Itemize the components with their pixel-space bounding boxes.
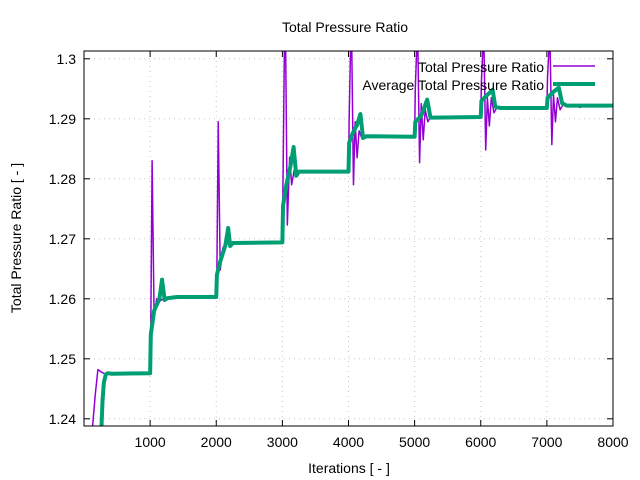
y-tick-label: 1.25 xyxy=(49,351,76,367)
x-tick-label: 3000 xyxy=(267,434,298,450)
series-layer xyxy=(91,51,613,426)
y-tick-label: 1.24 xyxy=(49,411,76,427)
y-tick-label: 1.27 xyxy=(49,231,76,247)
x-tick-label: 7000 xyxy=(531,434,562,450)
chart-title: Total Pressure Ratio xyxy=(282,19,408,35)
x-tick-label: 1000 xyxy=(135,434,166,450)
y-tick-label: 1.3 xyxy=(57,51,77,67)
x-tick-label: 4000 xyxy=(333,434,364,450)
series-line-average-total-pressure-ratio xyxy=(99,85,613,426)
x-tick-label: 6000 xyxy=(465,434,496,450)
tick-layer: 1000 2000 3000 4000 5000 6000 7000 8000 1.24 1.25… xyxy=(49,51,629,450)
x-tick-label: 5000 xyxy=(399,434,430,450)
x-tick-label: 2000 xyxy=(201,434,232,450)
x-tick-label: 8000 xyxy=(597,434,628,450)
x-axis-label: Iterations [ - ] xyxy=(308,460,390,476)
legend-label-total-pressure-ratio: Total Pressure Ratio xyxy=(418,59,544,75)
legend: Total Pressure Ratio Average Total Press… xyxy=(362,59,595,93)
y-tick-label: 1.29 xyxy=(49,111,76,127)
grid-layer xyxy=(84,51,613,426)
y-tick-label: 1.28 xyxy=(49,171,76,187)
y-tick-label: 1.26 xyxy=(49,291,76,307)
y-axis-label: Total Pressure Ratio [ - ] xyxy=(8,163,24,313)
legend-label-average-total-pressure-ratio: Average Total Pressure Ratio xyxy=(362,77,544,93)
